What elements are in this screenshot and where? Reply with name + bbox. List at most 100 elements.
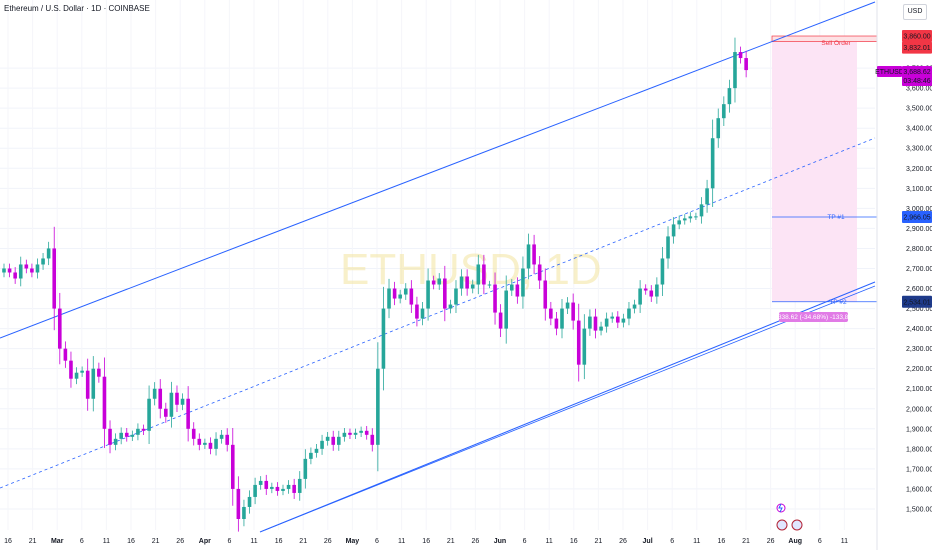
- candle-body: [353, 432, 358, 435]
- sl-low-price-tag-bg[interactable]: [902, 41, 932, 54]
- candle-body: [403, 288, 408, 295]
- candle-body: [158, 388, 163, 409]
- candle-body: [459, 276, 464, 289]
- sell-order-label[interactable]: Sell Order: [821, 40, 851, 47]
- candle-body: [191, 428, 196, 439]
- price-tick-label: 2,600.00: [906, 286, 932, 293]
- candle-body: [175, 392, 179, 405]
- candle-body: [387, 288, 391, 309]
- candle-body: [219, 434, 224, 439]
- time-tick-label: 6: [375, 538, 379, 545]
- candle-body: [643, 288, 648, 291]
- channel-mid-line[interactable]: [0, 137, 876, 489]
- price-channel[interactable]: [0, 1, 877, 533]
- candle-body: [41, 258, 45, 265]
- candle-body: [604, 318, 609, 327]
- tp2-label[interactable]: TP #2: [829, 299, 847, 306]
- candle-body: [716, 118, 721, 139]
- price-tick-label: 3,200.00: [906, 166, 932, 173]
- candle-body: [733, 52, 737, 89]
- candle-body: [521, 268, 525, 297]
- tp1-price-tag: 2,966.05: [903, 215, 930, 222]
- candle-body: [52, 248, 57, 309]
- price-tick-label: 2,400.00: [906, 326, 932, 333]
- time-tick-label: 21: [29, 538, 37, 545]
- candle-body: [509, 284, 514, 291]
- candle-body: [69, 360, 73, 379]
- tp2-price-tag-bg[interactable]: [902, 295, 932, 308]
- candle-body: [225, 434, 229, 445]
- sl-low-price-tag: 3,832.01: [903, 45, 930, 52]
- candle-body: [164, 408, 168, 417]
- candle-body: [342, 432, 347, 437]
- candle-body: [130, 434, 135, 437]
- candle-body: [744, 58, 748, 71]
- candle-body: [593, 316, 598, 331]
- tp1-price-tag-bg[interactable]: [902, 211, 932, 223]
- candle-body: [599, 326, 603, 331]
- price-tick-label: 1,500.00: [906, 506, 932, 513]
- candle-body: [102, 376, 107, 429]
- symbol-tag-bg[interactable]: [877, 66, 902, 77]
- candle-body: [242, 506, 246, 519]
- candle-body: [46, 248, 51, 259]
- profit-zone[interactable]: [772, 36, 857, 302]
- price-tick-label: 2,500.00: [906, 306, 932, 313]
- us-flag-event-icon-2[interactable]: [791, 519, 803, 531]
- candle-body: [426, 280, 430, 309]
- time-tick-label: 21: [152, 538, 160, 545]
- candle-body: [398, 294, 402, 299]
- candle-body: [616, 316, 620, 323]
- candle-body: [649, 290, 654, 297]
- time-tick-label: 16: [422, 538, 430, 545]
- candle-body: [666, 236, 670, 259]
- candle-body: [688, 216, 693, 219]
- candle-body: [119, 432, 123, 439]
- candle-body: [258, 480, 263, 485]
- candle-body: [588, 316, 592, 329]
- time-tick-label: 11: [398, 538, 405, 545]
- stats-box[interactable]: [779, 312, 848, 322]
- symbol-title[interactable]: Ethereum / U.S. Dollar · 1D · COINBASE: [4, 4, 150, 13]
- flag-icons[interactable]: [776, 503, 803, 531]
- support-line[interactable]: [264, 285, 876, 531]
- price-tick-label: 1,800.00: [906, 446, 932, 453]
- candle-body: [74, 372, 79, 379]
- candle-body: [281, 488, 285, 491]
- candle-body: [677, 220, 681, 225]
- price-tick-label: 2,300.00: [906, 346, 932, 353]
- price-tick-label: 3,000.00: [906, 206, 932, 213]
- candle-body: [409, 288, 414, 305]
- candle-body: [292, 484, 296, 493]
- tp1-label[interactable]: TP #1: [827, 214, 845, 221]
- us-flag-event-icon[interactable]: [776, 519, 788, 531]
- candle-body: [454, 288, 458, 305]
- candle-body: [476, 264, 481, 285]
- stats-label: -1,338.62 (-34.68%) -133,862: [770, 314, 856, 321]
- channel-lower-line[interactable]: [259, 281, 876, 533]
- time-tick-label: 26: [767, 538, 775, 545]
- candle-body: [710, 138, 715, 189]
- channel-upper-line[interactable]: [0, 1, 876, 339]
- candle-body: [208, 442, 213, 449]
- time-tick-label: 6: [670, 538, 674, 545]
- candle-body: [147, 398, 151, 431]
- price-axis[interactable]: 3,700.003,600.003,500.003,400.003,300.00…: [876, 0, 932, 550]
- currency-label[interactable]: USD: [903, 4, 927, 20]
- candle-body: [214, 438, 218, 449]
- candle-body: [515, 284, 520, 297]
- sl-high-price-tag-bg[interactable]: [902, 30, 932, 43]
- lightning-glyph: [778, 503, 783, 513]
- time-axis[interactable]: 16 21 Mar 6 11 16 21 26 Apr 6 11 16 21 26 May 6 11 16 21 26…: [4, 538, 848, 545]
- last-price-tag-bg[interactable]: [902, 66, 932, 86]
- time-tick-label: May: [346, 538, 360, 545]
- price-tick-label: 3,500.00: [906, 106, 932, 113]
- candle-body: [303, 458, 308, 479]
- candle-body: [376, 368, 380, 445]
- candle-body: [113, 438, 118, 445]
- time-tick-label: 16: [4, 538, 12, 545]
- tp2-price-tag: 2,534.01: [903, 299, 930, 306]
- candle-body: [30, 268, 34, 273]
- candle-body: [364, 430, 369, 435]
